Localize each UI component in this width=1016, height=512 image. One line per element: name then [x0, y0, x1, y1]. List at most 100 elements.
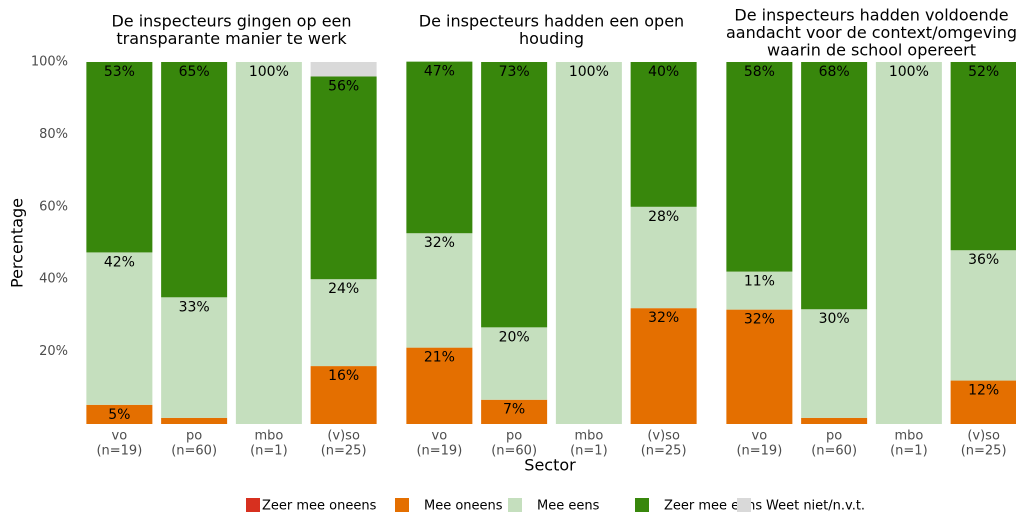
bar-segment: [726, 271, 793, 310]
y-tick-label: 80%: [39, 127, 68, 142]
value-label: 28%: [648, 209, 679, 225]
bar-segment: [630, 206, 697, 309]
bar-segment: [86, 404, 153, 424]
bar-segment: [406, 233, 473, 348]
y-tick-label: 60%: [39, 199, 68, 214]
bar-segment: [86, 252, 153, 405]
legend-swatch: [508, 498, 522, 512]
bar-segment: [726, 62, 793, 272]
bar-segment: [310, 62, 377, 77]
panel-title: houding: [519, 29, 584, 48]
bar-segment: [235, 62, 302, 424]
value-label: 7%: [503, 402, 525, 418]
bar-segment: [310, 279, 377, 367]
bar-segment: [630, 308, 697, 424]
bar-segment: [950, 380, 1016, 424]
legend-label: Weet niet/n.v.t.: [766, 499, 865, 512]
x-tick-label: mbo: [894, 429, 923, 444]
x-tick-sublabel: (n=1): [250, 444, 288, 459]
y-axis-label: Percentage: [8, 198, 27, 288]
legend-label: Mee eens: [537, 499, 600, 512]
bar-segment: [801, 62, 868, 310]
value-label: 47%: [424, 64, 455, 80]
bar-segment: [555, 62, 622, 424]
bar-segment: [726, 309, 793, 424]
x-tick-sublabel: (n=60): [491, 444, 537, 459]
value-label: 42%: [104, 254, 135, 270]
x-tick-sublabel: (n=19): [416, 444, 462, 459]
bar-segment: [406, 347, 473, 424]
value-label: 20%: [499, 329, 530, 345]
x-tick-sublabel: (n=60): [811, 444, 857, 459]
value-label: 58%: [744, 64, 775, 80]
panel-title: De inspecteurs gingen op een: [111, 12, 351, 31]
bar-segment: [310, 76, 377, 280]
panel-title: transparante manier te werk: [116, 29, 347, 48]
value-label: 100%: [889, 64, 929, 80]
bar-segment: [161, 297, 228, 418]
value-label: 5%: [108, 407, 130, 423]
value-label: 21%: [424, 350, 455, 366]
value-label: 33%: [179, 299, 210, 315]
panel-title: aandacht voor de context/omgeving: [726, 23, 1016, 42]
x-tick-label: (v)so: [327, 429, 360, 444]
y-tick-label: 40%: [39, 272, 68, 287]
bar-segment: [161, 62, 228, 298]
x-tick-label: vo: [752, 429, 768, 444]
legend-swatch: [635, 498, 649, 512]
x-tick-sublabel: (n=25): [321, 444, 367, 459]
value-label: 32%: [744, 312, 775, 328]
panel-title: waarin de school opereert: [767, 41, 976, 60]
bar-segment: [950, 62, 1016, 251]
value-label: 11%: [744, 274, 775, 290]
value-label: 73%: [499, 64, 530, 80]
x-tick-label: (v)so: [967, 429, 1000, 444]
value-label: 30%: [819, 311, 850, 327]
x-tick-sublabel: (n=19): [736, 444, 782, 459]
bar-segment: [310, 366, 377, 424]
x-tick-sublabel: (n=1): [570, 444, 608, 459]
value-label: 68%: [819, 64, 850, 80]
legend-label: Mee oneens: [424, 499, 503, 512]
value-label: 65%: [179, 64, 210, 80]
x-tick-sublabel: (n=1): [890, 444, 928, 459]
bar-segment: [481, 327, 548, 400]
x-tick-label: mbo: [574, 429, 603, 444]
x-tick-sublabel: (n=19): [96, 444, 142, 459]
x-tick-label: vo: [432, 429, 448, 444]
bar-segment: [481, 399, 548, 424]
y-tick-label: 100%: [31, 55, 68, 70]
bar-segment: [161, 417, 228, 424]
legend-swatch: [395, 498, 409, 512]
panel-title: De inspecteurs hadden een open: [419, 12, 684, 31]
value-label: 32%: [424, 235, 455, 251]
bar-segment: [950, 250, 1016, 381]
value-label: 100%: [569, 64, 609, 80]
x-tick-sublabel: (n=25): [961, 444, 1007, 459]
bar-segment: [481, 62, 548, 328]
x-tick-label: vo: [112, 429, 128, 444]
x-tick-sublabel: (n=60): [171, 444, 217, 459]
value-label: 24%: [328, 281, 359, 297]
bar-segment: [801, 309, 868, 418]
value-label: 40%: [648, 64, 679, 80]
bar-segment: [630, 62, 697, 207]
bar-segment: [86, 62, 153, 253]
x-tick-label: po: [826, 429, 842, 444]
value-label: 32%: [648, 310, 679, 326]
bar-segment: [406, 61, 473, 234]
legend-label: Zeer mee oneens: [262, 499, 377, 512]
value-label: 53%: [104, 64, 135, 80]
x-tick-label: (v)so: [647, 429, 680, 444]
legend-swatch: [246, 498, 260, 512]
x-tick-label: mbo: [254, 429, 283, 444]
y-tick-label: 20%: [39, 344, 68, 359]
value-label: 12%: [968, 383, 999, 399]
value-label: 36%: [968, 252, 999, 268]
x-tick-label: po: [506, 429, 522, 444]
x-axis-label: Sector: [524, 456, 576, 475]
legend-swatch: [737, 498, 751, 512]
x-tick-sublabel: (n=25): [641, 444, 687, 459]
bar-segment: [801, 417, 868, 424]
